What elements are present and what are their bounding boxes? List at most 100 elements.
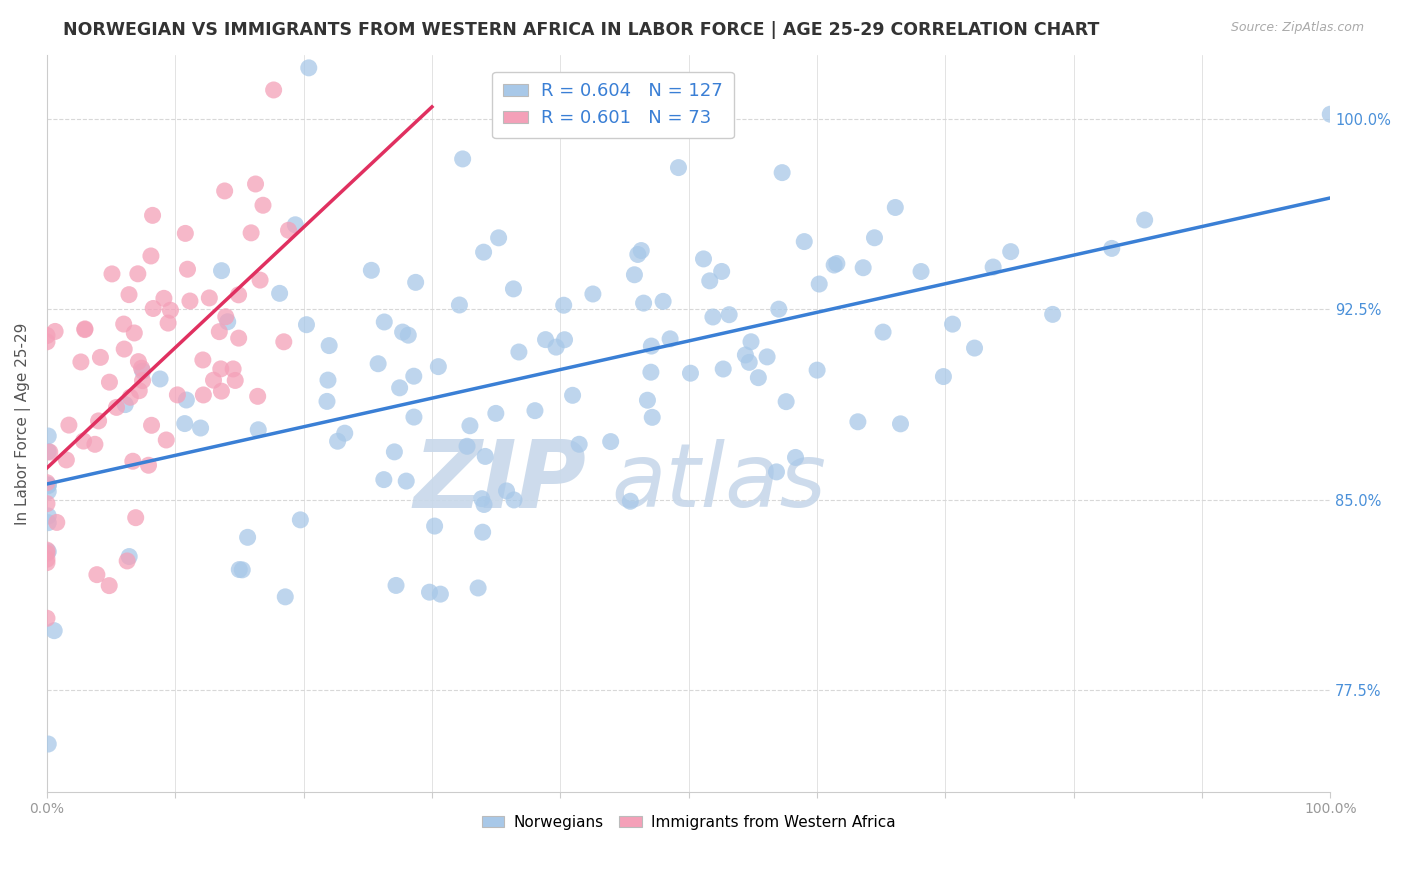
Point — [981, 260, 1004, 274]
Point — [35, 546, 58, 560]
Point — [274, 590, 297, 604]
Point — [35, 328, 58, 343]
Point — [98, 579, 121, 593]
Point — [190, 421, 212, 435]
Point — [35, 475, 58, 490]
Point — [127, 267, 149, 281]
Point — [458, 418, 481, 433]
Point — [247, 423, 270, 437]
Point — [228, 563, 250, 577]
Point — [568, 437, 591, 451]
Point — [174, 227, 197, 241]
Point — [1133, 213, 1156, 227]
Point — [245, 177, 267, 191]
Point — [775, 394, 797, 409]
Point — [236, 530, 259, 544]
Point — [668, 161, 690, 175]
Point — [208, 325, 231, 339]
Point — [756, 350, 779, 364]
Point — [120, 390, 142, 404]
Point — [884, 201, 907, 215]
Point — [89, 351, 111, 365]
Point — [295, 318, 318, 332]
Point — [599, 434, 621, 449]
Point — [114, 398, 136, 412]
Point — [131, 361, 153, 376]
Point — [785, 450, 807, 465]
Point — [391, 325, 413, 339]
Point — [395, 474, 418, 488]
Point — [37, 516, 59, 530]
Point — [502, 282, 524, 296]
Point — [87, 414, 110, 428]
Point — [508, 345, 530, 359]
Point — [45, 516, 67, 530]
Point — [503, 492, 526, 507]
Point — [70, 355, 93, 369]
Point — [157, 316, 180, 330]
Point — [112, 317, 135, 331]
Point — [910, 264, 932, 278]
Point — [73, 322, 96, 336]
Text: atlas: atlas — [612, 440, 827, 525]
Point — [373, 473, 395, 487]
Point — [211, 263, 233, 277]
Point — [37, 737, 59, 751]
Point — [852, 260, 875, 275]
Point — [124, 326, 146, 340]
Point — [105, 401, 128, 415]
Point — [35, 556, 58, 570]
Point — [37, 544, 59, 558]
Point — [932, 369, 955, 384]
Text: ZIP: ZIP — [413, 436, 586, 528]
Point — [198, 291, 221, 305]
Point — [231, 563, 253, 577]
Point — [485, 406, 508, 420]
Point — [702, 310, 724, 324]
Point — [176, 262, 198, 277]
Point — [153, 291, 176, 305]
Point — [142, 208, 165, 222]
Point — [37, 444, 59, 458]
Point — [373, 315, 395, 329]
Point — [228, 288, 250, 302]
Point — [711, 362, 734, 376]
Point — [388, 381, 411, 395]
Point — [214, 184, 236, 198]
Point — [382, 445, 405, 459]
Point — [73, 323, 96, 337]
Point — [131, 374, 153, 388]
Point — [121, 454, 143, 468]
Point — [734, 348, 756, 362]
Point — [472, 498, 495, 512]
Point — [872, 325, 894, 339]
Point — [173, 417, 195, 431]
Point — [166, 388, 188, 402]
Point — [765, 465, 787, 479]
Point — [640, 365, 662, 379]
Point — [385, 578, 408, 592]
Point — [176, 392, 198, 407]
Point — [823, 258, 845, 272]
Point — [402, 369, 425, 384]
Point — [1101, 241, 1123, 255]
Point — [155, 433, 177, 447]
Text: NORWEGIAN VS IMMIGRANTS FROM WESTERN AFRICA IN LABOR FORCE | AGE 25-29 CORRELATI: NORWEGIAN VS IMMIGRANTS FROM WESTERN AFR… — [63, 21, 1099, 39]
Legend: Norwegians, Immigrants from Western Africa: Norwegians, Immigrants from Western Afri… — [475, 809, 901, 836]
Point — [37, 479, 59, 493]
Point — [84, 437, 107, 451]
Point — [141, 418, 163, 433]
Point — [224, 374, 246, 388]
Point — [740, 334, 762, 349]
Point — [619, 494, 641, 508]
Point — [636, 393, 658, 408]
Point — [316, 394, 339, 409]
Point — [191, 353, 214, 368]
Point — [825, 256, 848, 270]
Point — [793, 235, 815, 249]
Point — [738, 355, 761, 369]
Point — [37, 429, 59, 443]
Point — [546, 340, 568, 354]
Point — [333, 426, 356, 441]
Point — [118, 549, 141, 564]
